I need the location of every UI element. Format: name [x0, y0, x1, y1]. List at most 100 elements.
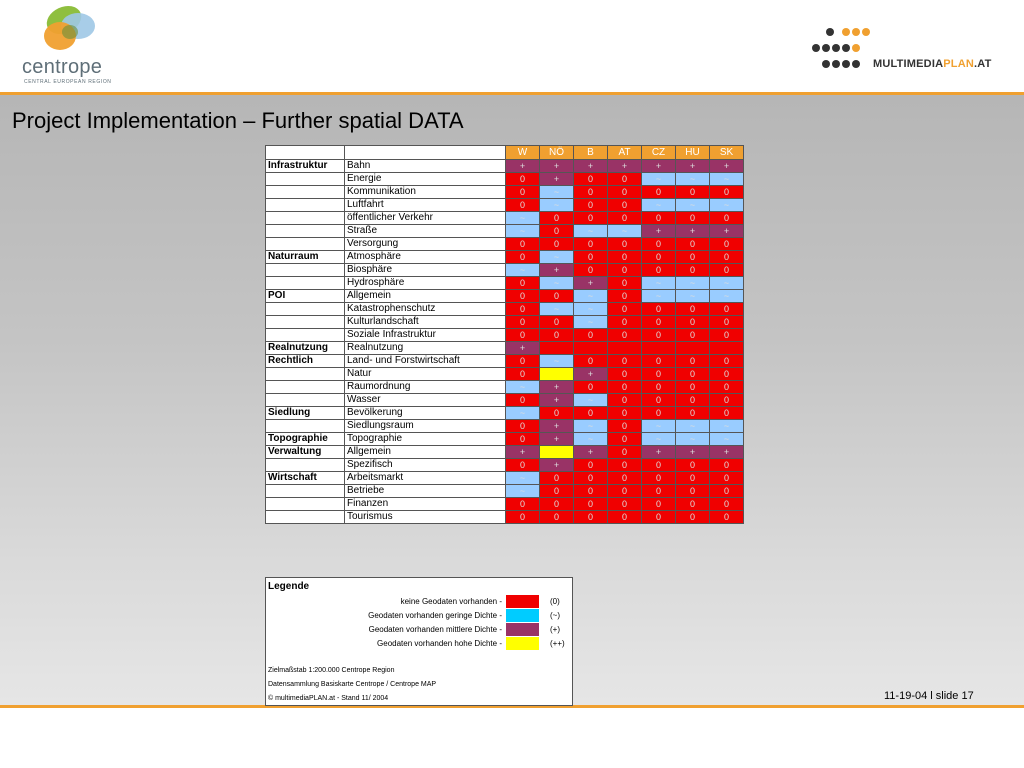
column-header-b: B [573, 145, 608, 160]
value-cell: ~ [505, 406, 540, 420]
value-cell: 0 [675, 185, 710, 199]
value-cell: + [675, 159, 710, 173]
subcategory-cell: Atmosphäre [344, 250, 506, 264]
value-cell: 0 [641, 211, 676, 225]
value-cell: 0 [675, 250, 710, 264]
value-cell: 0 [675, 471, 710, 485]
category-cell: Realnutzung [265, 341, 345, 355]
value-cell: 0 [709, 354, 744, 368]
category-cell [265, 328, 345, 342]
value-cell: 0 [607, 419, 642, 433]
value-cell: + [641, 224, 676, 238]
category-cell [265, 302, 345, 316]
value-cell: 0 [607, 484, 642, 498]
value-cell: 0 [641, 406, 676, 420]
value-cell: 0 [641, 328, 676, 342]
value-cell: 0 [675, 211, 710, 225]
value-cell: 0 [641, 484, 676, 498]
logo-plan: PLAN [943, 58, 974, 70]
value-cell: ~ [709, 172, 744, 186]
value-cell: 0 [505, 250, 540, 264]
category-cell [265, 315, 345, 329]
subcategory-cell: Bahn [344, 159, 506, 173]
subcategory-cell: Arbeitsmarkt [344, 471, 506, 485]
category-cell [265, 380, 345, 394]
subcategory-cell: Finanzen [344, 497, 506, 511]
subcategory-cell: Allgemein [344, 289, 506, 303]
value-cell: 0 [539, 289, 574, 303]
table-row: Verwaltung Allgemein + +0 + + + [265, 445, 744, 459]
subcategory-cell: öffentlicher Verkehr [344, 211, 506, 225]
category-cell: Topographie [265, 432, 345, 446]
value-cell: ~ [573, 432, 608, 446]
value-cell: 0 [505, 302, 540, 316]
value-cell: ~ [505, 263, 540, 277]
subcategory-cell: Spezifisch [344, 458, 506, 472]
category-cell [265, 198, 345, 212]
value-cell: ~ [709, 198, 744, 212]
multimediaplan-dots-icon [812, 28, 870, 68]
table-row: öffentlicher Verkehr ~0 0 0 0 0 0 [265, 211, 744, 225]
category-cell [265, 237, 345, 251]
value-cell: 0 [607, 445, 642, 459]
value-cell: + [675, 224, 710, 238]
table-row: Rechtlich Land- und Forstwirtschaft 0 ~0 0 0 0… [265, 354, 744, 368]
subcategory-cell: Luftfahrt [344, 198, 506, 212]
value-cell: ~ [573, 289, 608, 303]
value-cell: + [539, 458, 574, 472]
value-cell: + [573, 159, 608, 173]
value-cell: ~ [505, 471, 540, 485]
category-cell [265, 211, 345, 225]
value-cell: 0 [709, 328, 744, 342]
value-cell: 0 [709, 315, 744, 329]
value-cell: + [675, 445, 710, 459]
value-cell: 0 [505, 354, 540, 368]
value-cell [539, 341, 574, 355]
value-cell: 0 [505, 367, 540, 381]
subcategory-cell: Allgemein [344, 445, 506, 459]
column-header-at: AT [607, 145, 642, 160]
legend-note: Zielmaßstab 1:200.000 Centrope Region [268, 667, 395, 674]
table-row: Soziale Infrastruktur 0 0 0 0 0 0 0 [265, 328, 744, 342]
subcategory-cell: Betriebe [344, 484, 506, 498]
value-cell: 0 [675, 237, 710, 251]
value-cell: 0 [607, 510, 642, 524]
value-cell: 0 [709, 471, 744, 485]
value-cell: ~ [539, 250, 574, 264]
column-header-cz: CZ [641, 145, 676, 160]
bottom-divider [0, 705, 1024, 708]
value-cell: ~ [573, 315, 608, 329]
value-cell: 0 [539, 224, 574, 238]
value-cell [539, 445, 574, 459]
subcategory-cell: Soziale Infrastruktur [344, 328, 506, 342]
header-blank-sub [344, 145, 506, 160]
subcategory-cell: Tourismus [344, 510, 506, 524]
value-cell: 0 [607, 471, 642, 485]
value-cell: ~ [675, 432, 710, 446]
legend-code: (++) [550, 639, 565, 648]
value-cell: + [607, 159, 642, 173]
category-cell: Rechtlich [265, 354, 345, 368]
value-cell: 0 [675, 315, 710, 329]
value-cell: 0 [505, 276, 540, 290]
table-row: Versorgung 0 0 0 0 0 0 0 [265, 237, 744, 251]
value-cell: 0 [505, 237, 540, 251]
subcategory-cell: Energie [344, 172, 506, 186]
category-cell [265, 263, 345, 277]
value-cell: ~ [641, 432, 676, 446]
value-cell: 0 [641, 458, 676, 472]
centrope-logo-text: centrope [22, 56, 103, 78]
value-cell: 0 [573, 484, 608, 498]
category-cell [265, 510, 345, 524]
legend-title: Legende [268, 581, 310, 592]
value-cell: 0 [505, 432, 540, 446]
value-cell: + [641, 159, 676, 173]
table-row: Topographie Topographie 0 + ~0 ~ ~ ~ [265, 432, 744, 446]
value-cell: 0 [607, 185, 642, 199]
value-cell: + [539, 419, 574, 433]
value-cell: 0 [573, 250, 608, 264]
value-cell: + [539, 159, 574, 173]
value-cell: 0 [505, 289, 540, 303]
column-header-hu: HU [675, 145, 710, 160]
value-cell: 0 [573, 471, 608, 485]
